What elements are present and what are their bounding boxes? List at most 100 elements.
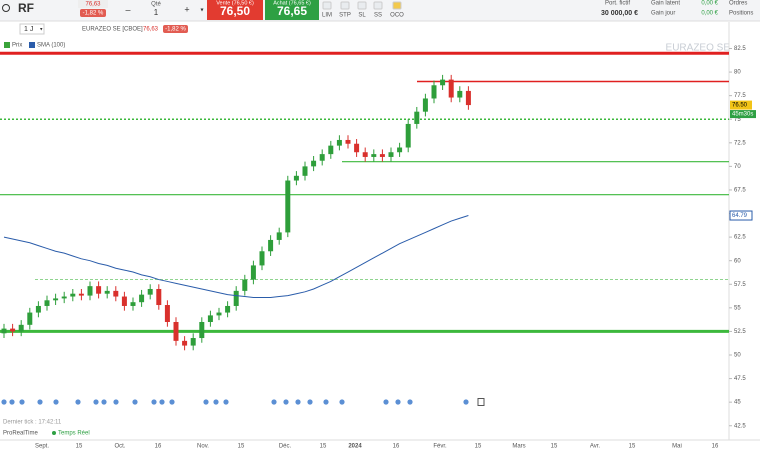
y-tick-label: 57.5 xyxy=(734,282,746,288)
qty-plus[interactable]: + xyxy=(184,4,189,14)
candle-body xyxy=(70,293,76,297)
x-tick-label: 16 xyxy=(393,444,400,450)
candle-body xyxy=(457,90,463,98)
candle-body xyxy=(311,160,317,167)
legend-label: Prix xyxy=(12,43,22,49)
portfolio-label: Port. fictif xyxy=(605,1,630,7)
last-price: 76,63 xyxy=(85,2,101,8)
legend-label: SMA (100) xyxy=(37,43,65,49)
event-icon[interactable] xyxy=(101,399,107,405)
event-icon[interactable] xyxy=(323,399,329,405)
positions-link[interactable]: Positions xyxy=(729,11,753,17)
candle-body xyxy=(78,293,84,296)
x-tick-label: 15 xyxy=(551,444,558,450)
event-icon[interactable] xyxy=(151,399,157,405)
qty[interactable]: 1 xyxy=(154,8,159,17)
candle-body xyxy=(147,288,153,295)
search-icon[interactable] xyxy=(2,4,10,12)
candle-body xyxy=(156,288,162,306)
event-icon[interactable] xyxy=(395,399,401,405)
event-icon[interactable] xyxy=(9,399,15,405)
unrealized: 0,00 € xyxy=(701,1,718,7)
candle-body xyxy=(182,340,188,346)
event-icon[interactable] xyxy=(37,399,43,405)
order-type: SL xyxy=(358,13,366,19)
candle-body xyxy=(199,321,205,339)
candle-body xyxy=(328,145,334,155)
candle-body xyxy=(61,296,67,299)
event-icon[interactable] xyxy=(75,399,81,405)
candle-body xyxy=(397,147,403,153)
sell-button[interactable] xyxy=(207,0,263,20)
interval-box[interactable] xyxy=(19,23,45,35)
event-icon[interactable] xyxy=(113,399,119,405)
event-icon[interactable] xyxy=(159,399,165,405)
event-icon[interactable] xyxy=(169,399,175,405)
event-icon[interactable] xyxy=(307,399,313,405)
event-icon[interactable] xyxy=(271,399,277,405)
order-type: SS xyxy=(374,13,382,19)
interval: 1 J xyxy=(24,26,33,33)
event-icon[interactable] xyxy=(463,399,469,405)
event-icon[interactable] xyxy=(477,398,485,406)
order-type: STP xyxy=(339,13,351,19)
candle-body xyxy=(18,324,24,332)
chart-change: -1,82 % xyxy=(165,27,186,33)
x-tick-label: Mars xyxy=(512,444,525,450)
order-icon[interactable] xyxy=(340,1,350,10)
event-icon[interactable] xyxy=(223,399,229,405)
event-icon[interactable] xyxy=(283,399,289,405)
candle-body xyxy=(293,175,299,181)
event-icon[interactable] xyxy=(1,399,7,405)
candle-body xyxy=(345,139,351,144)
candle-body xyxy=(121,296,127,306)
candle-body xyxy=(379,154,385,157)
orders-link[interactable]: Ordres xyxy=(729,1,747,7)
candle-body xyxy=(465,90,471,106)
candle-body xyxy=(173,321,179,341)
y-tick-label: 67.5 xyxy=(734,188,746,194)
candle-body xyxy=(440,79,446,86)
event-icon[interactable] xyxy=(93,399,99,405)
change-pill xyxy=(80,9,106,17)
candle-body xyxy=(216,312,222,316)
event-icon[interactable] xyxy=(53,399,59,405)
sell-label: Vente (76,50 €) xyxy=(216,0,254,6)
chart-title: EURAZEO SE [CBOE] xyxy=(82,27,143,33)
candle-body xyxy=(319,154,325,161)
candle-body xyxy=(336,139,342,146)
unrealized-label: Gain latent xyxy=(651,1,680,7)
candle-body xyxy=(53,298,59,301)
buy-button[interactable] xyxy=(265,0,319,20)
dropdown[interactable]: ▾ xyxy=(200,8,203,14)
event-icon[interactable] xyxy=(19,399,25,405)
brand: ProRealTime xyxy=(3,431,38,437)
last-box xyxy=(78,0,108,8)
order-icon[interactable] xyxy=(322,1,332,10)
order-icon[interactable] xyxy=(373,1,383,10)
event-icon[interactable] xyxy=(383,399,389,405)
event-icon[interactable] xyxy=(295,399,301,405)
x-tick-label: 16 xyxy=(712,444,719,450)
x-tick-label: Oct. xyxy=(114,444,125,450)
symbol[interactable]: RF xyxy=(18,1,34,15)
order-types: LIM STP SL SS OCO xyxy=(322,1,404,19)
order-type: OCO xyxy=(390,13,404,19)
event-icon[interactable] xyxy=(407,399,413,405)
event-icon[interactable] xyxy=(132,399,138,405)
event-icon[interactable] xyxy=(213,399,219,405)
y-tick-label: 50 xyxy=(734,353,741,359)
order-icon[interactable] xyxy=(357,1,367,10)
order-icon[interactable] xyxy=(392,1,402,10)
event-icon[interactable] xyxy=(203,399,209,405)
x-tick-label: Sept. xyxy=(35,444,49,450)
x-tick-label: Déc. xyxy=(279,444,292,450)
candle-body xyxy=(225,305,231,313)
candle-body xyxy=(362,152,368,157)
qty-minus[interactable]: – xyxy=(125,4,130,14)
countdown-tag xyxy=(730,110,756,119)
daily-label: Gain jour xyxy=(651,11,675,17)
x-tick-label: 15 xyxy=(76,444,83,450)
event-icon[interactable] xyxy=(339,399,345,405)
